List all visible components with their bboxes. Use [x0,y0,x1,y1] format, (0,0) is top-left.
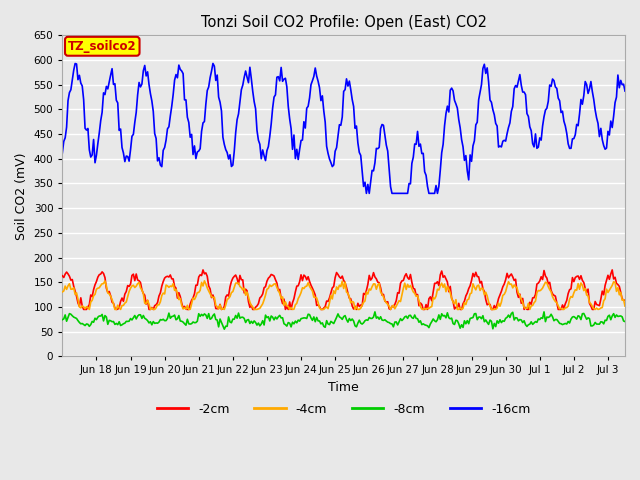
Legend: -2cm, -4cm, -8cm, -16cm: -2cm, -4cm, -8cm, -16cm [152,398,536,420]
X-axis label: Time: Time [328,381,359,394]
Y-axis label: Soil CO2 (mV): Soil CO2 (mV) [15,152,28,240]
Text: TZ_soilco2: TZ_soilco2 [68,40,136,53]
Title: Tonzi Soil CO2 Profile: Open (East) CO2: Tonzi Soil CO2 Profile: Open (East) CO2 [201,15,486,30]
